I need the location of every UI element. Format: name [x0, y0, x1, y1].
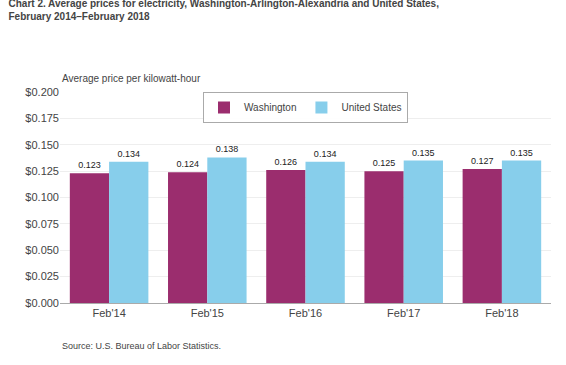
svg-text:$0.075: $0.075	[25, 218, 59, 230]
svg-text:0.124: 0.124	[176, 159, 199, 169]
svg-text:$0.200: $0.200	[25, 86, 59, 98]
svg-text:$0.125: $0.125	[25, 165, 59, 177]
svg-text:0.134: 0.134	[314, 149, 337, 159]
svg-text:0.127: 0.127	[471, 156, 494, 166]
svg-text:0.125: 0.125	[373, 158, 396, 168]
svg-text:0.135: 0.135	[510, 148, 533, 158]
svg-text:Feb'16: Feb'16	[289, 307, 322, 319]
svg-text:Washington: Washington	[244, 102, 296, 113]
svg-text:0.126: 0.126	[275, 157, 298, 167]
svg-text:0.134: 0.134	[117, 149, 140, 159]
svg-text:Feb'15: Feb'15	[191, 307, 224, 319]
svg-text:0.123: 0.123	[78, 160, 101, 170]
svg-text:$0.050: $0.050	[25, 244, 59, 256]
svg-text:0.138: 0.138	[216, 144, 239, 154]
svg-text:United States: United States	[341, 102, 401, 113]
svg-text:Source: U.S. Bureau of Labor S: Source: U.S. Bureau of Labor Statistics.	[62, 341, 221, 351]
svg-text:Feb'18: Feb'18	[485, 307, 518, 319]
svg-text:Feb'14: Feb'14	[92, 307, 125, 319]
svg-text:$0.025: $0.025	[25, 270, 59, 282]
svg-text:Chart 2. Average prices for el: Chart 2. Average prices for electricity,…	[8, 0, 439, 22]
svg-text:$0.100: $0.100	[25, 191, 59, 203]
svg-text:$0.150: $0.150	[25, 139, 59, 151]
svg-text:$0.175: $0.175	[25, 112, 59, 124]
svg-text:Feb'17: Feb'17	[387, 307, 420, 319]
svg-text:$0.000: $0.000	[25, 297, 59, 309]
svg-text:0.135: 0.135	[412, 148, 435, 158]
svg-text:Average price per kilowatt-hou: Average price per kilowatt-hour	[62, 73, 201, 84]
